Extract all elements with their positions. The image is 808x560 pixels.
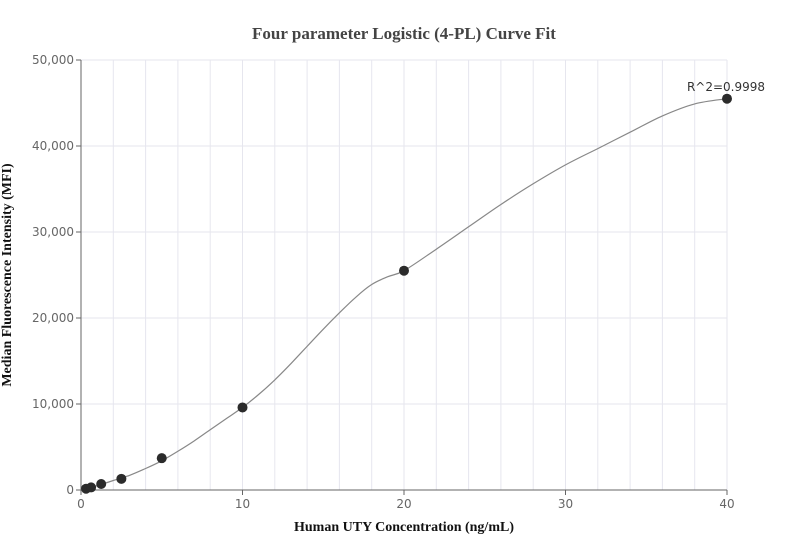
x-tick-label: 10 xyxy=(235,497,250,511)
y-tick-label: 20,000 xyxy=(32,311,74,325)
data-point xyxy=(237,402,248,413)
y-tick-label: 50,000 xyxy=(32,53,74,67)
y-axis-ticks: 0 10,000 20,000 30,000 40,000 50,000 xyxy=(32,53,81,497)
x-axis-ticks: 0 10 20 30 40 xyxy=(77,490,735,511)
y-tick-label: 0 xyxy=(66,483,74,497)
data-point xyxy=(156,453,167,464)
y-tick-label: 30,000 xyxy=(32,225,74,239)
data-point xyxy=(96,478,107,489)
r-squared-annotation: R^2=0.9998 xyxy=(687,80,765,94)
data-point xyxy=(116,473,127,484)
data-points xyxy=(81,93,732,494)
x-tick-label: 20 xyxy=(396,497,411,511)
data-point xyxy=(399,265,409,276)
y-axis-label: Median Fluorescence Intensity (MFI) xyxy=(0,163,15,387)
data-point xyxy=(722,93,732,104)
x-tick-label: 40 xyxy=(719,497,734,511)
data-point xyxy=(86,482,97,493)
chart-title: Four parameter Logistic (4-PL) Curve Fit xyxy=(252,24,556,43)
y-tick-label: 10,000 xyxy=(32,397,74,411)
grid-lines xyxy=(81,59,728,490)
y-tick-label: 40,000 xyxy=(32,139,74,153)
x-tick-label: 0 xyxy=(77,497,85,511)
x-axis-label: Human UTY Concentration (ng/mL) xyxy=(294,520,514,535)
x-tick-label: 30 xyxy=(558,497,573,511)
